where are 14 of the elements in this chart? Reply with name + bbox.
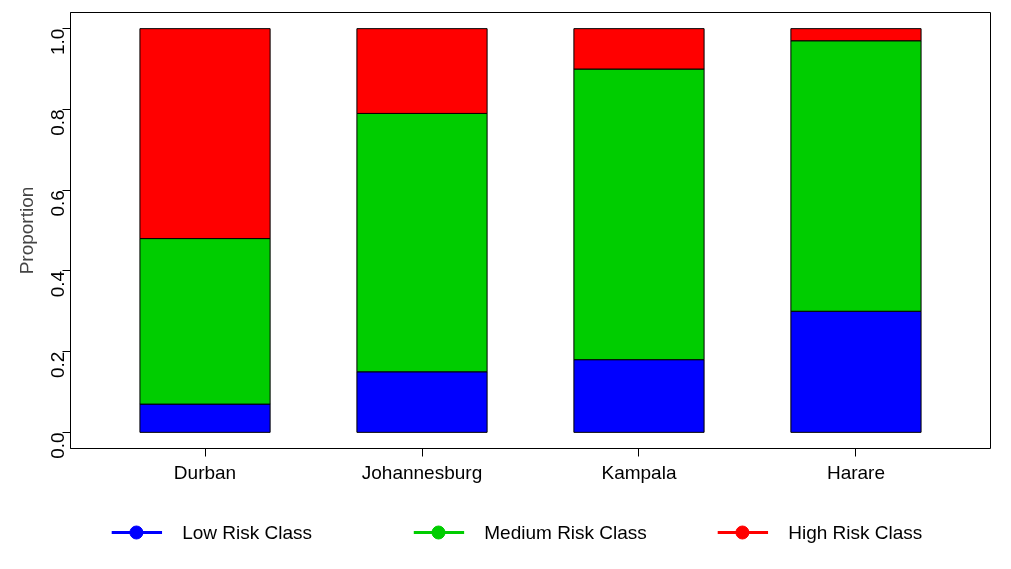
y-tick-label: 0.0 (47, 432, 68, 459)
y-tick-label: 0.4 (47, 270, 68, 298)
y-tick-label: 0.2 (47, 351, 68, 379)
x-tick-label: Durban (173, 461, 237, 483)
x-tick-label: Johannesburg (361, 461, 483, 483)
legend-label: Medium Risk Class (484, 522, 647, 543)
x-tick-label: Harare (826, 461, 886, 483)
y-axis-title: Proportion (15, 186, 37, 275)
legend-label: High Risk Class (788, 522, 923, 543)
y-tick-label: 0.6 (47, 190, 68, 217)
x-tick-label: Kampala (601, 461, 677, 483)
legend-label: Low Risk Class (182, 522, 313, 543)
y-tick-label: 0.8 (47, 109, 68, 136)
y-tick-label: 1.0 (47, 28, 68, 56)
